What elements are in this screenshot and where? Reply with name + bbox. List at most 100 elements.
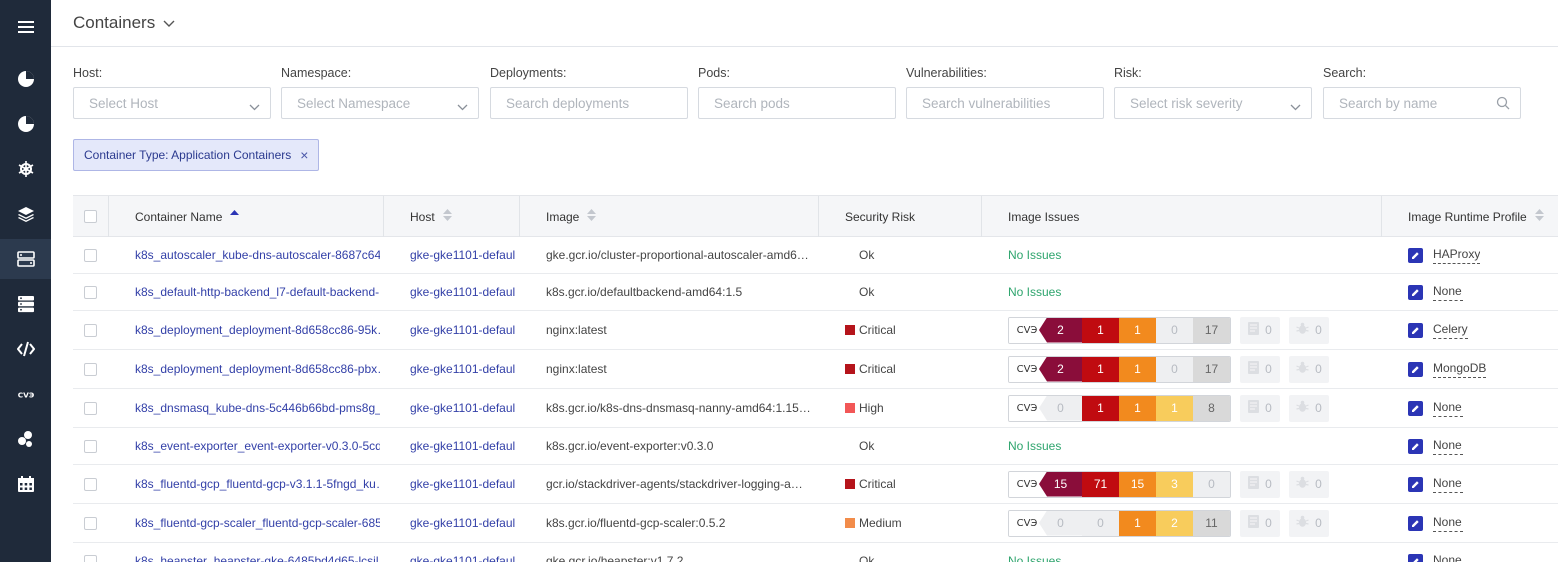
table-row[interactable]: k8s_deployment_deployment-8d658cc86-95k……: [73, 311, 1558, 350]
vulnerabilities-input[interactable]: Search vulnerabilities: [906, 87, 1104, 119]
malware-issues[interactable]: 0: [1289, 316, 1329, 344]
edit-pencil-icon[interactable]: [1408, 361, 1423, 377]
edit-pencil-icon[interactable]: [1408, 247, 1423, 263]
runtime-profile[interactable]: None: [1408, 504, 1463, 542]
row-checkbox[interactable]: [84, 504, 97, 542]
row-checkbox[interactable]: [84, 465, 97, 503]
edit-pencil-icon[interactable]: [1408, 284, 1423, 300]
dashboard-pie-icon[interactable]: [0, 59, 51, 99]
risk-select[interactable]: Select risk severity: [1114, 87, 1312, 119]
select-all-checkbox[interactable]: [84, 196, 97, 237]
containers-icon[interactable]: [0, 239, 51, 279]
host-select[interactable]: Select Host: [73, 87, 271, 119]
profile-name[interactable]: None: [1433, 515, 1463, 532]
config-issues[interactable]: 0: [1240, 509, 1280, 537]
namespace-select[interactable]: Select Namespace: [281, 87, 479, 119]
container-name-link[interactable]: k8s_deployment_deployment-8d658cc86-pbx…: [135, 362, 380, 376]
layers-icon[interactable]: [0, 194, 51, 234]
runtime-profile[interactable]: Celery: [1408, 311, 1468, 349]
host-link[interactable]: gke-gke1101-defaul…: [410, 477, 515, 491]
container-name-link[interactable]: k8s_event-exporter_event-exporter-v0.3.0…: [135, 439, 380, 453]
page-title[interactable]: Containers: [73, 13, 156, 32]
container-name-link[interactable]: k8s_heapster_heapster-gke-6485bd4d65-lcs…: [135, 554, 380, 562]
host-link[interactable]: gke-gke1101-defaul…: [410, 401, 515, 415]
table-row[interactable]: k8s_default-http-backend_l7-default-back…: [73, 274, 1558, 311]
profile-name[interactable]: MongoDB: [1433, 361, 1487, 378]
edit-pencil-icon[interactable]: [1408, 400, 1423, 416]
profile-name[interactable]: None: [1433, 553, 1463, 562]
table-row[interactable]: k8s_dnsmasq_kube-dns-5c446b66bd-pms8g_… g…: [73, 389, 1558, 428]
container-name-link[interactable]: k8s_default-http-backend_l7-default-back…: [135, 285, 380, 299]
host-link[interactable]: gke-gke1101-defaul…: [410, 285, 515, 299]
cve-summary[interactable]: CVЭ 0 0 1 2 11: [1008, 509, 1231, 537]
row-checkbox[interactable]: [84, 237, 97, 273]
chevron-down-icon[interactable]: [163, 17, 175, 31]
edit-pencil-icon[interactable]: [1408, 515, 1423, 531]
edit-pencil-icon[interactable]: [1408, 322, 1423, 338]
column-host[interactable]: Host: [410, 196, 452, 237]
row-checkbox[interactable]: [84, 274, 97, 310]
sort-icon[interactable]: [587, 209, 597, 224]
runtime-profile[interactable]: None: [1408, 428, 1463, 464]
column-container-name[interactable]: Container Name: [135, 196, 240, 237]
table-row[interactable]: k8s_heapster_heapster-gke-6485bd4d65-lcs…: [73, 543, 1558, 562]
malware-issues[interactable]: 0: [1289, 470, 1329, 498]
table-row[interactable]: k8s_deployment_deployment-8d658cc86-pbx……: [73, 350, 1558, 389]
menu-icon[interactable]: [0, 7, 51, 47]
edit-pencil-icon[interactable]: [1408, 476, 1423, 492]
container-name-link[interactable]: k8s_autoscaler_kube-dns-autoscaler-8687c…: [135, 248, 380, 262]
profile-name[interactable]: None: [1433, 284, 1463, 301]
kubernetes-icon[interactable]: [0, 149, 51, 189]
config-issues[interactable]: 0: [1240, 394, 1280, 422]
container-name-link[interactable]: k8s_fluentd-gcp-scaler_fluentd-gcp-scale…: [135, 516, 380, 530]
row-checkbox[interactable]: [84, 543, 97, 562]
row-checkbox[interactable]: [84, 311, 97, 349]
edit-pencil-icon[interactable]: [1408, 438, 1423, 454]
container-name-link[interactable]: k8s_fluentd-gcp_fluentd-gcp-v3.1.1-5fngd…: [135, 477, 380, 491]
deployments-input[interactable]: Search deployments: [490, 87, 688, 119]
profile-name[interactable]: None: [1433, 476, 1463, 493]
host-link[interactable]: gke-gke1101-defaul…: [410, 248, 515, 262]
column-image[interactable]: Image: [546, 196, 597, 237]
host-link[interactable]: gke-gke1101-defaul…: [410, 323, 515, 337]
host-link[interactable]: gke-gke1101-defaul…: [410, 362, 515, 376]
search-icon[interactable]: [1496, 96, 1510, 113]
pods-input[interactable]: Search pods: [698, 87, 896, 119]
row-checkbox[interactable]: [84, 350, 97, 388]
servers-icon[interactable]: [0, 284, 51, 324]
host-link[interactable]: gke-gke1101-defaul…: [410, 439, 515, 453]
config-issues[interactable]: 0: [1240, 316, 1280, 344]
config-issues[interactable]: 0: [1240, 470, 1280, 498]
malware-issues[interactable]: 0: [1289, 355, 1329, 383]
sort-ascending-icon[interactable]: [230, 209, 240, 224]
runtime-profile[interactable]: None: [1408, 465, 1463, 503]
host-link[interactable]: gke-gke1101-defaul…: [410, 516, 515, 530]
runtime-profile[interactable]: MongoDB: [1408, 350, 1487, 388]
profile-name[interactable]: None: [1433, 400, 1463, 417]
cve-icon[interactable]: CVЭ: [0, 374, 51, 414]
config-issues[interactable]: 0: [1240, 355, 1280, 383]
sort-icon[interactable]: [1534, 209, 1544, 224]
profile-name[interactable]: None: [1433, 438, 1463, 455]
column-runtime-profile[interactable]: Image Runtime Profile: [1408, 196, 1544, 237]
container-name-link[interactable]: k8s_deployment_deployment-8d658cc86-95k…: [135, 323, 380, 337]
row-checkbox[interactable]: [84, 389, 97, 427]
runtime-profile[interactable]: None: [1408, 543, 1463, 562]
cve-summary[interactable]: CVЭ 2 1 1 0 17: [1008, 316, 1231, 344]
row-checkbox[interactable]: [84, 428, 97, 464]
runtime-profile[interactable]: None: [1408, 389, 1463, 427]
malware-issues[interactable]: 0: [1289, 509, 1329, 537]
runtime-profile[interactable]: HAProxy: [1408, 237, 1481, 273]
cve-summary[interactable]: CVЭ 0 1 1 1 8: [1008, 394, 1231, 422]
cve-summary[interactable]: CVЭ 15 71 15 3 0: [1008, 470, 1231, 498]
clusters-icon[interactable]: [0, 419, 51, 459]
risk-pie-icon[interactable]: [0, 104, 51, 144]
edit-pencil-icon[interactable]: [1408, 553, 1423, 562]
code-icon[interactable]: [0, 329, 51, 369]
close-icon[interactable]: ×: [300, 147, 309, 163]
malware-issues[interactable]: 0: [1289, 394, 1329, 422]
table-row[interactable]: k8s_autoscaler_kube-dns-autoscaler-8687c…: [73, 237, 1558, 274]
table-row[interactable]: k8s_fluentd-gcp-scaler_fluentd-gcp-scale…: [73, 504, 1558, 543]
cve-summary[interactable]: CVЭ 2 1 1 0 17: [1008, 355, 1231, 383]
search-input[interactable]: Search by name: [1323, 87, 1521, 119]
